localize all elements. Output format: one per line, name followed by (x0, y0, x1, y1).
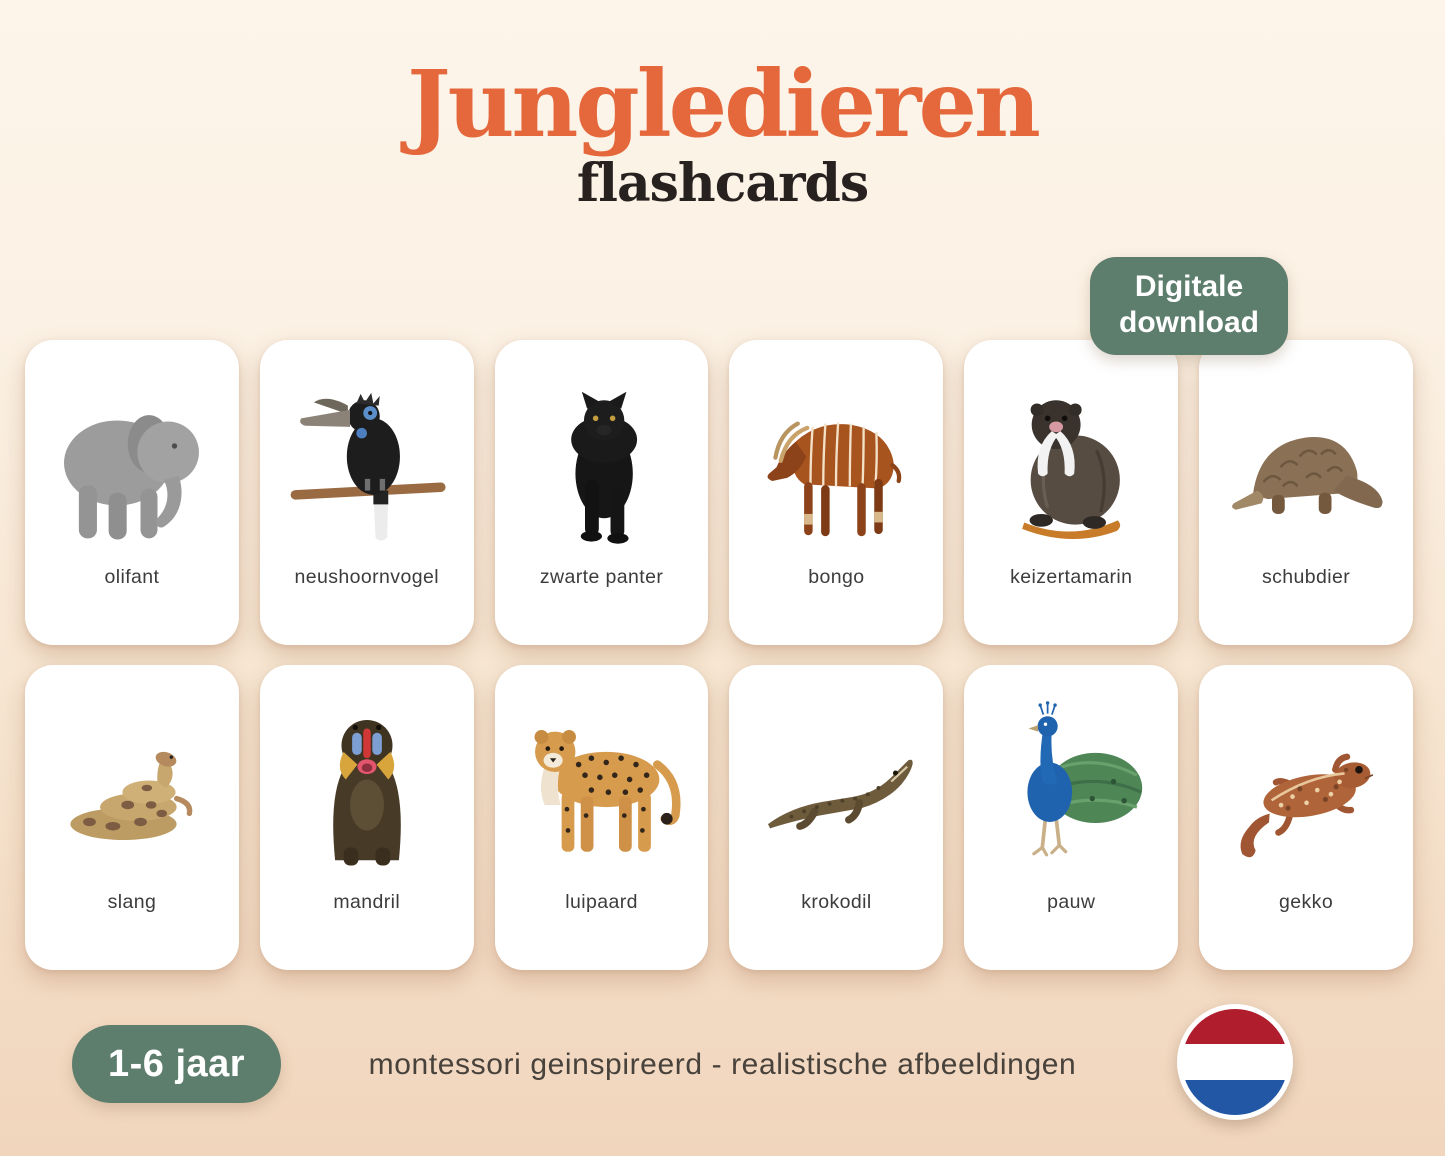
flashcard-label: krokodil (801, 891, 872, 913)
flashcard-olifant: olifant (25, 340, 239, 645)
mandrill-illustration (260, 665, 474, 887)
flashcard-label: gekko (1279, 891, 1334, 913)
flashcard-slang: slang (25, 665, 239, 970)
crocodile-illustration (729, 665, 943, 887)
flashcard-zwarte-panter: zwarte panter (494, 340, 709, 645)
header: Jungledieren flashcards (0, 0, 1445, 214)
hornbill-illustration (260, 340, 474, 562)
emperor-tamarin-illustration (964, 340, 1178, 562)
age-badge: 1-6 jaar (72, 1025, 282, 1103)
gecko-illustration (1199, 665, 1413, 887)
black-panther-illustration (495, 340, 709, 562)
flashcard-label: zwarte panter (539, 566, 664, 588)
pangolin-illustration (1199, 340, 1413, 562)
flashcard-luipaard: luipaard (494, 665, 709, 970)
flashcard-krokodil: krokodil (729, 665, 944, 970)
peacock-illustration (964, 665, 1178, 887)
flashcard-grid: olifant neushoornvogel (25, 340, 1413, 970)
bongo-antelope-illustration (729, 340, 943, 562)
flashcard-label: slang (107, 891, 157, 913)
dutch-flag-icon (1177, 1004, 1293, 1120)
flashcard-label: schubdier (1261, 566, 1351, 588)
flashcard-label: pauw (1047, 891, 1096, 913)
flag-blue-stripe (1182, 1079, 1288, 1115)
flashcard-gekko: gekko (1199, 665, 1413, 970)
leopard-illustration (495, 665, 709, 887)
flashcard-label: luipaard (565, 891, 638, 913)
digital-download-badge: Digitale download (1090, 257, 1288, 355)
flashcard-label: neushoornvogel (294, 566, 439, 588)
tagline: montessori geinspireerd - realistische a… (368, 1048, 1077, 1081)
flashcard-mandril: mandril (259, 665, 474, 970)
flag-red-stripe (1182, 1009, 1288, 1045)
snake-illustration (25, 665, 239, 887)
flashcard-neushoornvogel: neushoornvogel (259, 340, 474, 645)
page-title: Jungledieren (407, 50, 1041, 158)
flashcard-label: bongo (808, 566, 865, 588)
flashcard-pauw: pauw (964, 665, 1179, 970)
page-subtitle: flashcards (576, 152, 869, 214)
flashcard-label: mandril (333, 891, 401, 913)
flashcard-label: keizertamarin (1010, 566, 1133, 588)
flashcard-keizertamarin: keizertamarin (964, 340, 1179, 645)
digital-download-line1: Digitale (1134, 270, 1244, 303)
elephant-illustration (25, 340, 239, 562)
flashcard-schubdier: schubdier (1199, 340, 1413, 645)
flashcard-bongo: bongo (729, 340, 944, 645)
flashcard-label: olifant (104, 566, 160, 588)
digital-download-line2: download (1119, 306, 1259, 339)
flag-white-stripe (1182, 1044, 1288, 1080)
